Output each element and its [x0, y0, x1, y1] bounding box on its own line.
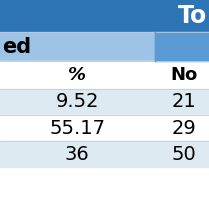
Bar [0, 0, 209, 32]
Bar [155, 32, 209, 61]
Text: 55.17: 55.17 [49, 119, 105, 138]
Text: 29: 29 [172, 119, 196, 138]
Bar [0, 61, 209, 89]
Text: %: % [68, 66, 86, 84]
Text: 50: 50 [172, 145, 196, 164]
Text: 21: 21 [172, 92, 196, 111]
Bar [0, 115, 209, 141]
Text: ed: ed [2, 37, 31, 56]
Text: No: No [170, 66, 198, 84]
Bar [0, 32, 209, 61]
Text: 9.52: 9.52 [56, 92, 99, 111]
Text: To: To [178, 4, 207, 28]
Bar [0, 89, 209, 115]
Text: 36: 36 [65, 145, 90, 164]
Bar [0, 141, 209, 167]
